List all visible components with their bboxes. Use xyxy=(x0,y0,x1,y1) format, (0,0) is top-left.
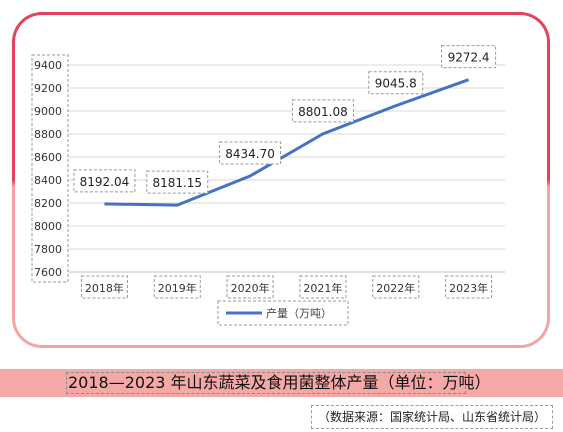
x-tick-label: 2019年 xyxy=(158,281,197,295)
legend-label: 产量（万吨） xyxy=(266,306,332,320)
data-label: 8801.08 xyxy=(298,105,348,119)
data-label: 8192.04 xyxy=(80,175,130,189)
data-label-box xyxy=(368,71,424,95)
y-tick-label: 8800 xyxy=(34,128,62,141)
caption-band xyxy=(0,369,563,397)
x-tick-label: 2022年 xyxy=(376,281,415,295)
x-tick-label: 2023年 xyxy=(449,281,488,295)
y-tick-label: 8000 xyxy=(34,220,62,233)
x-tick-label: 2020年 xyxy=(231,281,270,295)
y-tick-label: 8200 xyxy=(34,197,62,210)
y-ticks-outline xyxy=(31,54,69,283)
data-label: 8181.15 xyxy=(152,176,202,190)
data-label: 9045.8 xyxy=(375,77,417,91)
data-source-note: （数据来源：国家统计局、山东省统计局） xyxy=(310,405,553,429)
y-tick-label: 9400 xyxy=(34,59,62,72)
x-tick-box xyxy=(80,275,128,299)
y-tick-label: 7800 xyxy=(34,243,62,256)
data-label-box xyxy=(146,170,209,194)
series-line xyxy=(104,78,470,207)
x-tick-box xyxy=(445,275,493,299)
line-chart: 9400 9200 9000 8800 8600 8400 8200 8000 7800 7600… xyxy=(31,45,505,326)
x-tick-label: 2018年 xyxy=(85,281,124,295)
data-label: 8434.70 xyxy=(225,147,275,161)
x-tick-box xyxy=(153,275,201,299)
legend-box xyxy=(217,300,349,326)
data-label-box xyxy=(73,169,136,193)
y-tick-label: 9200 xyxy=(34,82,62,95)
data-label: 9272.4 xyxy=(448,51,490,65)
y-tick-label: 8600 xyxy=(34,151,62,164)
x-tick-box xyxy=(226,275,274,299)
x-tick-label: 2021年 xyxy=(303,281,342,295)
x-tick-box xyxy=(299,275,347,299)
y-tick-label: 9000 xyxy=(34,105,62,118)
x-tick-box xyxy=(372,275,420,299)
data-label-box xyxy=(219,141,282,165)
data-label-box xyxy=(291,99,354,123)
caption-outline xyxy=(66,372,466,394)
chart-caption: 2018—2023 年山东蔬菜及食用菌整体产量（单位：万吨） xyxy=(68,373,491,392)
y-tick-label: 7600 xyxy=(34,266,62,279)
data-label-box xyxy=(441,45,497,69)
y-tick-label: 8400 xyxy=(34,174,62,187)
